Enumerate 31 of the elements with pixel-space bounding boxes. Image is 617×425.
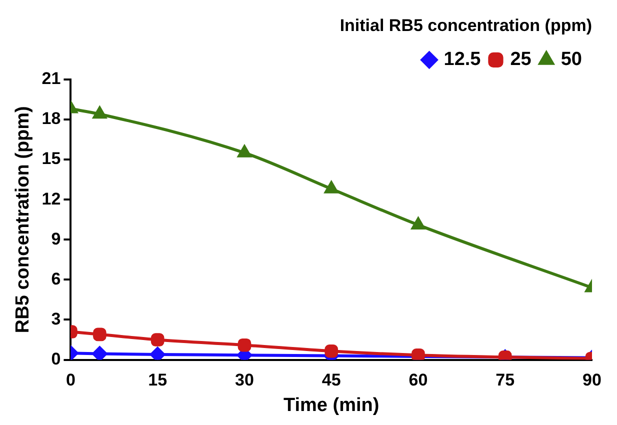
point: [238, 338, 252, 352]
legend-label: 50: [560, 49, 582, 70]
x-tick-label: 60: [408, 370, 428, 390]
point: [324, 181, 338, 194]
y-tick-label: 3: [51, 309, 61, 328]
y-tick-label: 18: [42, 109, 61, 128]
point: [150, 333, 164, 346]
y-tick-label: 0: [51, 349, 61, 368]
y-tick-label: 21: [42, 69, 61, 88]
y-tick-label: 6: [51, 269, 61, 288]
point: [412, 217, 425, 230]
x-tick-label: 90: [582, 370, 602, 390]
point: [93, 328, 106, 342]
legend-title: Initial RB5 concentration (ppm): [340, 16, 592, 36]
x-tick-label: 15: [148, 370, 168, 390]
point: [238, 145, 252, 158]
legend-label: 25: [510, 49, 532, 70]
legend-label: 12.5: [444, 49, 482, 70]
x-axis-title: Time (min): [283, 394, 380, 416]
point: [324, 344, 338, 358]
y-tick-label: 12: [42, 189, 61, 208]
y-tick-label: 9: [51, 229, 61, 248]
y-tick-label: 15: [42, 149, 61, 168]
point: [150, 346, 166, 360]
point: [92, 346, 108, 360]
x-tick-label: 30: [235, 370, 254, 390]
point: [92, 106, 106, 119]
x-tick-label: 45: [322, 370, 341, 390]
x-tick-label: 0: [66, 370, 76, 390]
x-tick-label: 75: [496, 370, 515, 390]
y-axis-title: RB5 concentration (ppm): [12, 106, 34, 334]
